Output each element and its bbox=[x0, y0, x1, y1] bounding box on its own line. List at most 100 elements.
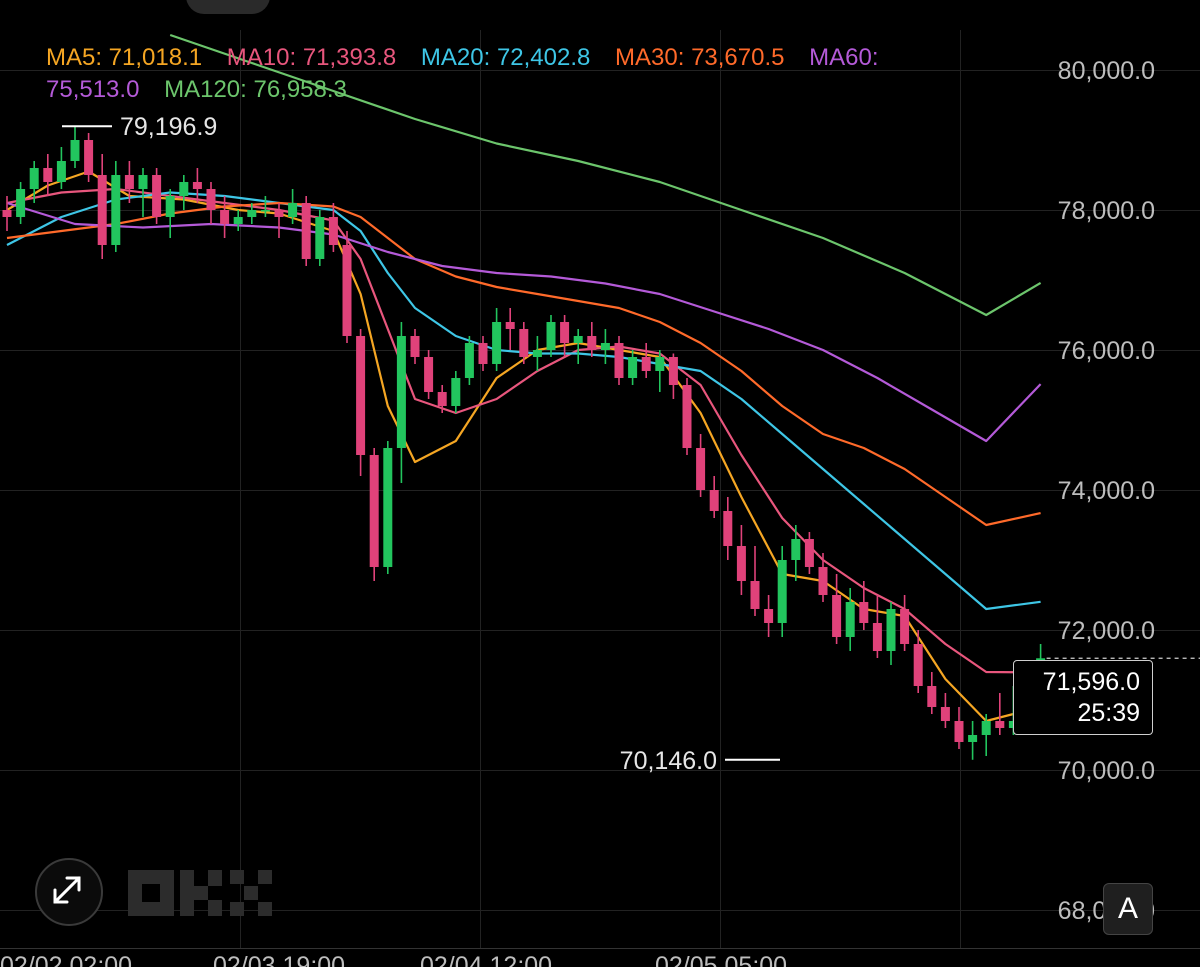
candle-body bbox=[464, 343, 474, 378]
candle bbox=[260, 196, 270, 217]
candle-body bbox=[777, 560, 787, 623]
candle bbox=[274, 203, 284, 238]
candle-body bbox=[410, 336, 420, 357]
candle bbox=[872, 595, 882, 658]
candle bbox=[968, 721, 978, 760]
candle-body bbox=[260, 210, 270, 212]
last-price: 71,596.0 bbox=[1042, 668, 1140, 696]
x-tick-label: 02/04 12:00 bbox=[420, 952, 552, 967]
candle-body bbox=[328, 217, 338, 245]
candle bbox=[342, 231, 352, 343]
candle bbox=[70, 126, 80, 168]
candle bbox=[940, 693, 950, 728]
candle bbox=[233, 210, 243, 231]
candle-body bbox=[709, 490, 719, 511]
candle-body bbox=[641, 357, 651, 371]
markers: 79,196.9 70,146.0 bbox=[62, 113, 1200, 775]
candle-body bbox=[492, 322, 502, 364]
ma-line-ma10 bbox=[6, 187, 1041, 674]
candle-body bbox=[16, 189, 26, 217]
candle-body bbox=[383, 448, 393, 567]
candle-body bbox=[832, 595, 842, 637]
candle bbox=[247, 203, 257, 224]
candle bbox=[451, 371, 461, 413]
candle-body bbox=[546, 322, 556, 350]
candle-body bbox=[124, 175, 134, 189]
candle-body bbox=[968, 735, 978, 742]
candle bbox=[84, 133, 94, 182]
y-tick-label: 74,000.0 bbox=[1058, 477, 1155, 505]
candle-body bbox=[995, 721, 1005, 728]
candle-body bbox=[587, 336, 597, 350]
candle-body bbox=[288, 203, 298, 217]
ma-legend-row-2: 75,513.0 MA120: 76,958.3 bbox=[46, 76, 365, 104]
ma-line-ma5 bbox=[6, 170, 1042, 723]
ma-line-ma120 bbox=[169, 33, 1042, 317]
fullscreen-button[interactable] bbox=[35, 858, 103, 926]
candle-body bbox=[600, 343, 610, 350]
candle bbox=[369, 448, 379, 581]
candle bbox=[383, 441, 393, 574]
candle-body bbox=[628, 357, 638, 378]
candle-body bbox=[886, 609, 896, 651]
candle-body bbox=[859, 602, 869, 623]
candle bbox=[437, 385, 447, 413]
legend-ma120: MA120: 76,958.3 bbox=[164, 76, 347, 103]
candle-body bbox=[668, 357, 678, 385]
candle bbox=[2, 196, 12, 231]
candle-body bbox=[940, 707, 950, 721]
candle-body bbox=[206, 189, 216, 210]
legend-ma60-value: 75,513.0 bbox=[46, 76, 140, 103]
candle bbox=[301, 196, 311, 266]
candle-body bbox=[342, 245, 352, 336]
candle bbox=[587, 322, 597, 357]
candle bbox=[43, 154, 53, 196]
candle bbox=[328, 203, 338, 252]
candle-body bbox=[872, 623, 882, 651]
candle-body bbox=[233, 217, 243, 224]
candle-body bbox=[70, 140, 80, 161]
candle bbox=[600, 329, 610, 364]
candle bbox=[560, 315, 570, 357]
candle bbox=[628, 350, 638, 385]
candle-body bbox=[84, 140, 94, 175]
candle bbox=[696, 434, 706, 497]
candle bbox=[791, 525, 801, 581]
candle-body bbox=[97, 175, 107, 245]
candle bbox=[478, 336, 488, 371]
ma-line-ma20 bbox=[6, 191, 1041, 611]
candle-body bbox=[818, 567, 828, 595]
auto-scale-button[interactable]: A bbox=[1103, 883, 1153, 935]
candle-body bbox=[682, 385, 692, 448]
x-axis: 02/02 02:00 02/03 19:00 02/04 12:00 02/05 0… bbox=[0, 952, 787, 967]
candle-body bbox=[478, 343, 488, 364]
okx-logo bbox=[128, 870, 272, 916]
candle-body bbox=[560, 322, 570, 343]
candle bbox=[206, 182, 216, 224]
candle-body bbox=[723, 511, 733, 546]
candle bbox=[179, 175, 189, 210]
y-tick-label: 80,000.0 bbox=[1058, 57, 1155, 85]
y-tick-label: 76,000.0 bbox=[1058, 337, 1155, 365]
legend-ma30: MA30: 73,670.5 bbox=[615, 44, 785, 71]
candle bbox=[505, 308, 515, 350]
candle bbox=[995, 693, 1005, 735]
candle-body bbox=[532, 350, 542, 357]
candle bbox=[424, 350, 434, 399]
candle bbox=[764, 595, 774, 637]
candle bbox=[668, 353, 678, 399]
last-price-tag: 71,596.0 25:39 bbox=[1013, 660, 1153, 735]
candle bbox=[220, 196, 230, 238]
candle-body bbox=[655, 357, 665, 371]
candle bbox=[682, 378, 692, 455]
top-pill[interactable] bbox=[186, 0, 270, 14]
candle bbox=[410, 329, 420, 364]
candle-body bbox=[451, 378, 461, 406]
candle bbox=[97, 154, 107, 259]
ma-legend-row-1: MA5: 71,018.1 MA10: 71,393.8 MA20: 72,40… bbox=[46, 44, 897, 72]
candle-body bbox=[179, 182, 189, 196]
candle-body bbox=[519, 329, 529, 357]
candle bbox=[16, 182, 26, 224]
